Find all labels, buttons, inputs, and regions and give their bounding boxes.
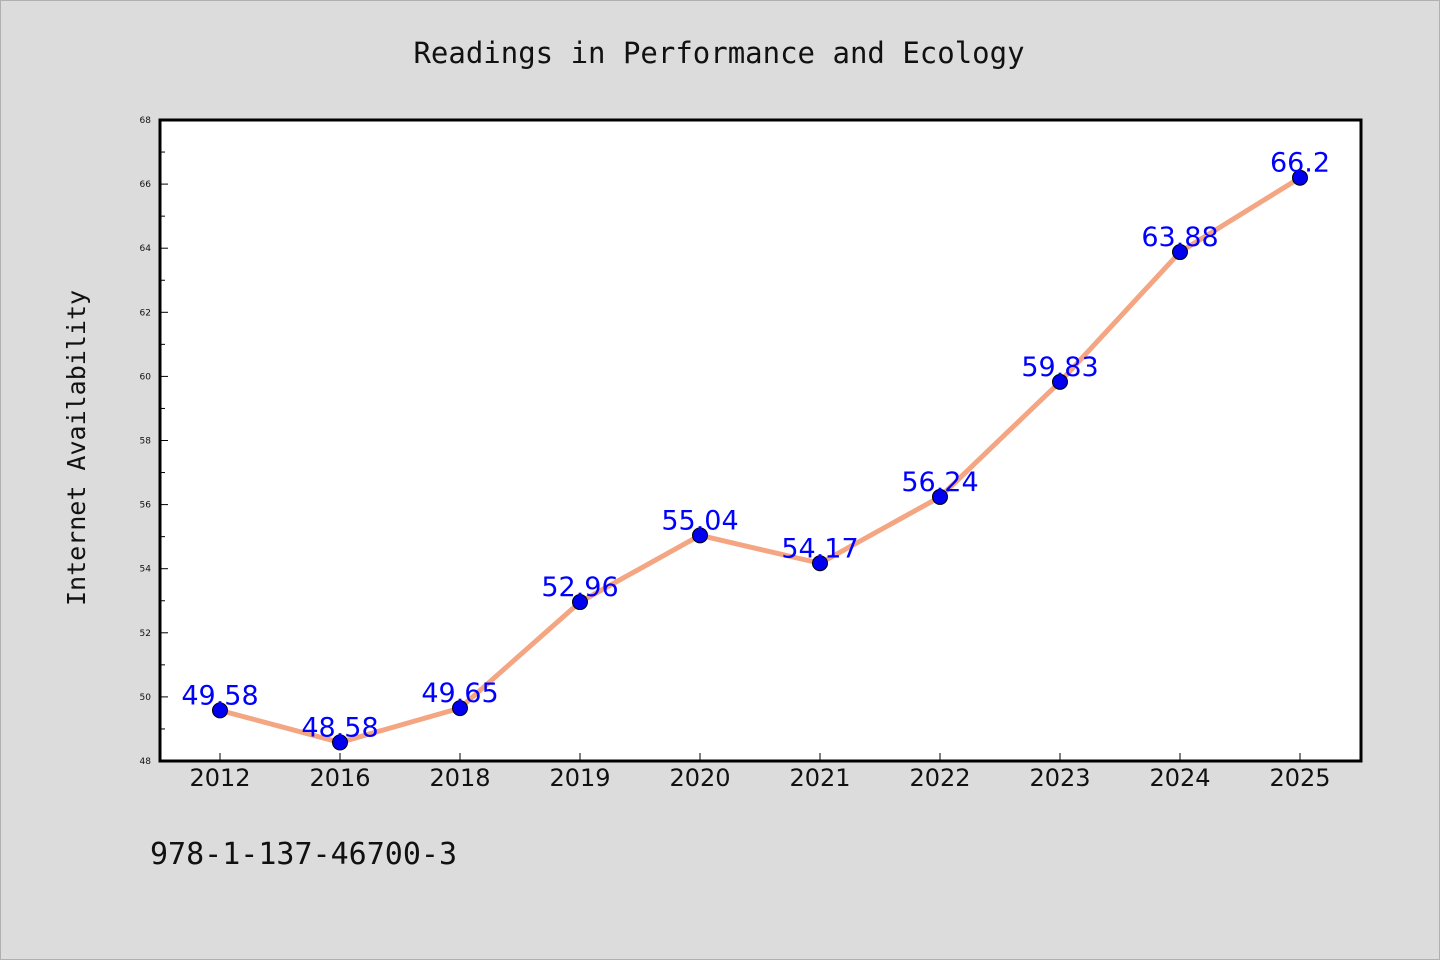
data-point-marker [692,527,708,544]
data-point-marker [212,702,228,719]
data-point-marker [452,700,468,717]
x-tick-label: 2019 [549,764,610,792]
data-label: 54.17 [781,533,858,564]
y-tick-label: 58 [140,437,152,447]
data-point-marker [1172,244,1188,261]
y-tick-label: 64 [140,244,152,254]
y-tick-label: 62 [140,308,151,318]
data-point-marker [1292,169,1308,186]
data-label: 66.2 [1270,148,1330,179]
x-tick-label: 2025 [1269,764,1330,792]
x-tick-label: 2023 [1029,764,1090,792]
data-point-marker [332,734,348,751]
y-tick-label: 56 [140,501,152,511]
chart-title: Readings in Performance and Ecology [413,36,1024,70]
data-label: 49.58 [181,680,258,711]
series-line [217,175,1303,745]
y-tick-label: 60 [140,372,152,382]
y-tick-label: 48 [140,757,152,767]
data-label: 55.04 [661,505,738,536]
x-tick-label: 2018 [429,764,490,792]
data-label: 63.88 [1141,222,1218,253]
x-tick-label: 2012 [189,764,250,792]
series-group: 49.58 48.58 49.65 52.96 55.04 54.17 56.24 59.83… [181,148,1330,751]
data-point-marker [572,594,588,611]
data-point-marker [932,488,948,505]
x-tick-label: 2021 [789,764,850,792]
x-tick-label: 2016 [309,764,370,792]
data-point-marker [1052,373,1068,390]
y-tick-label: 66 [140,180,152,190]
x-tick-label: 2020 [669,764,730,792]
y-tick-label: 50 [140,693,152,703]
data-point-marker [812,555,828,572]
data-label: 49.65 [421,678,498,709]
x-tick-label: 2024 [1149,764,1210,792]
y-tick-label: 54 [140,565,152,575]
y-axis-label: Internet Availability [62,290,91,606]
data-label: 48.58 [301,712,378,743]
data-label: 59.83 [1021,352,1098,383]
x-tick-label: 2022 [909,764,970,792]
y-tick-label: 68 [140,116,152,126]
x-axis: 2012 2016 2018 2019 2020 2021 2022 2023 2024 2025 [189,753,1331,792]
plot-area [158,118,1363,763]
data-label: 52.96 [541,572,618,603]
y-tick-label: 52 [140,629,151,639]
data-label: 56.24 [901,467,978,498]
footer-isbn: 978-1-137-46700-3 [150,837,457,872]
y-axis: 48 50 52 54 56 58 60 62 64 66 68 [140,116,168,767]
